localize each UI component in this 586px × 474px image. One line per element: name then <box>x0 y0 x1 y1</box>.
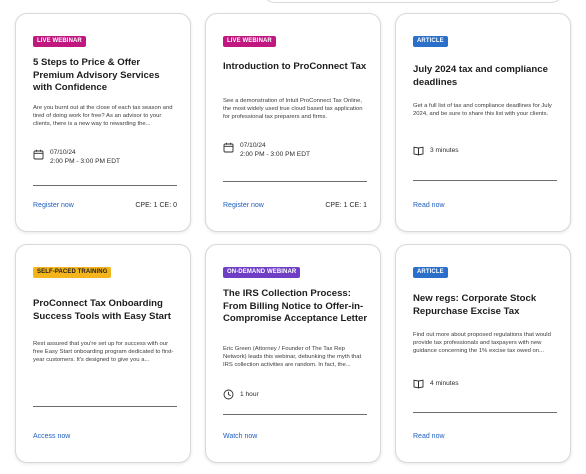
card-description: See a demonstration of Intuit ProConnect… <box>223 98 363 121</box>
content-card-grid: LIVE WEBINAR 5 Steps to Price & Offer Pr… <box>15 13 571 463</box>
content-card[interactable]: LIVE WEBINAR Introduction to ProConnect … <box>205 13 381 232</box>
calendar-icon <box>33 149 44 160</box>
watch-now-link[interactable]: Watch now <box>223 433 258 440</box>
read-now-link[interactable]: Read now <box>413 433 445 440</box>
content-card[interactable]: LIVE WEBINAR 5 Steps to Price & Offer Pr… <box>15 13 191 232</box>
event-time: 2:00 PM - 3:00 PM EDT <box>50 157 120 165</box>
card-footer: Read now <box>413 433 557 440</box>
card-meta: 07/10/24 2:00 PM - 3:00 PM EDT <box>33 149 180 166</box>
card-description: Eric Green (Attorney / Founder of The Ta… <box>223 346 362 369</box>
read-time: 3 minutes <box>430 147 459 154</box>
divider <box>33 185 177 186</box>
divider <box>413 412 557 413</box>
card-title[interactable]: July 2024 tax and compliance deadlines <box>413 64 548 88</box>
event-time: 2:00 PM - 3:00 PM EDT <box>240 150 310 158</box>
access-now-link[interactable]: Access now <box>33 433 71 440</box>
duration: 1 hour <box>240 391 259 398</box>
card-footer: Access now <box>33 433 177 440</box>
clock-icon <box>223 389 234 400</box>
card-footer: Read now <box>413 202 557 209</box>
card-meta: 3 minutes <box>413 145 560 156</box>
card-title[interactable]: 5 Steps to Price & Offer Premium Advisor… <box>33 57 160 94</box>
content-type-badge: ARTICLE <box>413 36 448 47</box>
content-card[interactable]: ARTICLE New regs: Corporate Stock Repurc… <box>395 244 571 463</box>
event-date: 07/10/24 <box>240 142 266 149</box>
card-meta: 4 minutes <box>413 378 560 389</box>
card-footer: Register now CPE: 1 CE: 1 <box>223 202 367 209</box>
card-meta: 1 hour <box>223 389 370 400</box>
card-description: Rest assured that you're set up for succ… <box>33 341 174 364</box>
content-card[interactable]: ARTICLE July 2024 tax and compliance dea… <box>395 13 571 232</box>
card-title[interactable]: Introduction to ProConnect Tax <box>223 61 367 72</box>
card-footer: Watch now <box>223 433 367 440</box>
register-now-link[interactable]: Register now <box>223 202 264 209</box>
calendar-icon <box>223 142 234 153</box>
divider <box>33 406 177 407</box>
cpe-credits: CPE: 1 CE: 0 <box>135 202 177 209</box>
divider <box>223 414 367 415</box>
previous-card-edge <box>262 0 564 3</box>
content-card[interactable]: ON-DEMAND WEBINAR The IRS Collection Pro… <box>205 244 381 463</box>
card-description: Are you burnt out at the close of each t… <box>33 105 173 128</box>
content-type-badge: SELF-PACED TRAINING <box>33 267 112 278</box>
card-title[interactable]: The IRS Collection Process: From Billing… <box>223 288 368 325</box>
card-description: Get a full list of tax and compliance de… <box>413 103 552 118</box>
content-type-badge: LIVE WEBINAR <box>33 36 86 47</box>
divider <box>223 181 367 182</box>
content-card[interactable]: SELF-PACED TRAINING ProConnect Tax Onboa… <box>15 244 191 463</box>
cpe-credits: CPE: 1 CE: 1 <box>325 202 367 209</box>
card-title[interactable]: New regs: Corporate Stock Repurchase Exc… <box>413 293 537 317</box>
content-type-badge: LIVE WEBINAR <box>223 36 276 47</box>
event-date: 07/10/24 <box>50 149 76 156</box>
card-meta: 07/10/24 2:00 PM - 3:00 PM EDT <box>223 142 370 159</box>
book-icon <box>413 379 424 389</box>
read-time: 4 minutes <box>430 380 459 387</box>
card-description: Find out more about proposed regulations… <box>413 332 551 355</box>
book-icon <box>413 146 424 156</box>
read-now-link[interactable]: Read now <box>413 202 445 209</box>
card-title[interactable]: ProConnect Tax Onboarding Success Tools … <box>33 298 171 322</box>
divider <box>413 180 557 181</box>
register-now-link[interactable]: Register now <box>33 202 74 209</box>
card-footer: Register now CPE: 1 CE: 0 <box>33 202 177 209</box>
content-type-badge: ON-DEMAND WEBINAR <box>223 267 301 278</box>
content-type-badge: ARTICLE <box>413 267 448 278</box>
